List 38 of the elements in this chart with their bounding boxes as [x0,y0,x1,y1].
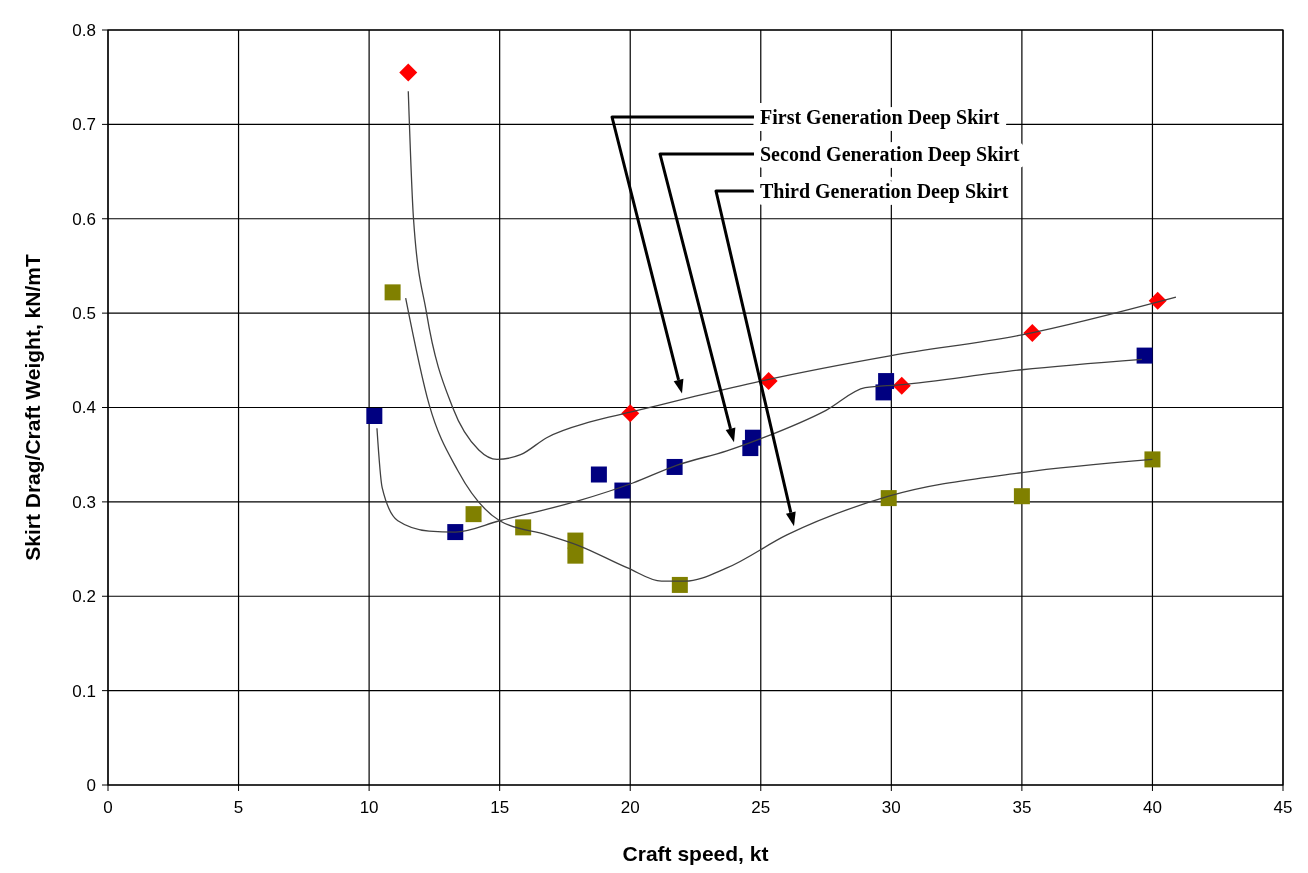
point [1136,347,1153,364]
point [880,490,897,507]
point [1144,451,1161,468]
point [515,519,532,536]
x-tick-label: 0 [103,798,113,817]
x-tick-label: 20 [620,798,640,817]
point [590,466,607,483]
y-tick-label: 0.1 [72,681,96,701]
x-axis-title: Craft speed, kt [622,842,769,865]
y-tick-label: 0.6 [72,209,96,229]
y-axis-title: Skirt Drag/Craft Weight, kN/mT [21,254,44,561]
point [567,547,584,564]
x-tick-label: 5 [233,798,244,817]
point [465,506,482,523]
x-tick-label: 30 [881,798,901,817]
x-tick-label: 15 [490,798,510,817]
x-tick-label: 10 [359,798,379,817]
point [399,63,418,82]
x-tick-label: 40 [1142,798,1162,817]
y-tick-label: 0.8 [72,20,96,40]
x-tick-label: 35 [1012,798,1032,817]
y-tick-label: 0 [86,775,96,795]
y-tick-label: 0.4 [72,398,96,418]
point [878,373,895,390]
point [666,458,683,475]
point [614,482,631,499]
x-tick-label: 25 [751,798,771,817]
y-tick-label: 0.3 [72,492,96,512]
point [366,407,383,424]
point [1013,488,1030,505]
point [671,576,688,593]
y-tick-label: 0.5 [72,304,96,324]
y-tick-label: 0.7 [72,115,96,135]
point [384,284,401,301]
x-tick-label: 45 [1273,798,1293,817]
point [744,429,761,446]
line-series [407,90,1177,461]
y-tick-label: 0.2 [72,587,96,607]
